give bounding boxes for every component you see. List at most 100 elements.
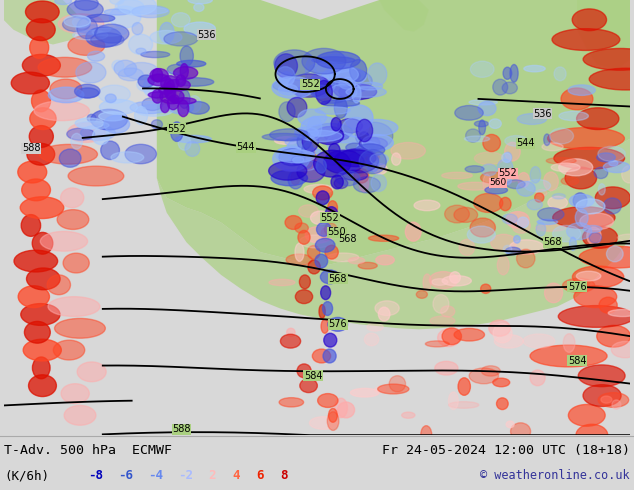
Ellipse shape <box>73 30 108 40</box>
Ellipse shape <box>458 182 492 190</box>
Ellipse shape <box>304 84 332 94</box>
Ellipse shape <box>362 135 393 151</box>
Ellipse shape <box>405 222 421 241</box>
Ellipse shape <box>316 191 329 205</box>
Ellipse shape <box>321 286 331 300</box>
Ellipse shape <box>171 13 190 27</box>
Ellipse shape <box>454 207 477 222</box>
Ellipse shape <box>75 118 104 128</box>
Ellipse shape <box>337 402 354 418</box>
Text: 568: 568 <box>338 234 356 245</box>
Ellipse shape <box>323 150 364 174</box>
Ellipse shape <box>554 147 624 169</box>
Ellipse shape <box>498 159 513 174</box>
Ellipse shape <box>269 279 295 286</box>
Ellipse shape <box>279 398 304 407</box>
Ellipse shape <box>583 226 618 248</box>
Ellipse shape <box>391 143 425 159</box>
Ellipse shape <box>354 169 369 183</box>
Ellipse shape <box>459 239 475 255</box>
Ellipse shape <box>304 148 316 167</box>
Ellipse shape <box>359 174 368 192</box>
Ellipse shape <box>194 3 204 11</box>
Ellipse shape <box>304 156 314 170</box>
Ellipse shape <box>272 76 314 98</box>
Ellipse shape <box>149 77 178 93</box>
Ellipse shape <box>297 364 311 378</box>
Ellipse shape <box>325 133 349 141</box>
Text: 6: 6 <box>256 469 264 482</box>
Ellipse shape <box>77 122 109 129</box>
Ellipse shape <box>327 66 358 83</box>
Ellipse shape <box>474 194 503 213</box>
Text: 8: 8 <box>280 469 287 482</box>
Ellipse shape <box>483 134 500 151</box>
Ellipse shape <box>91 109 127 130</box>
Ellipse shape <box>489 320 510 336</box>
Ellipse shape <box>464 136 489 142</box>
Ellipse shape <box>55 318 105 338</box>
Ellipse shape <box>474 152 504 165</box>
Polygon shape <box>379 0 429 32</box>
Ellipse shape <box>306 59 315 85</box>
Ellipse shape <box>368 235 399 242</box>
Ellipse shape <box>342 118 369 137</box>
Ellipse shape <box>274 50 315 76</box>
Ellipse shape <box>75 25 111 33</box>
Ellipse shape <box>328 318 347 331</box>
Ellipse shape <box>534 193 544 202</box>
Ellipse shape <box>275 137 298 145</box>
Ellipse shape <box>316 222 331 236</box>
Ellipse shape <box>297 161 325 182</box>
Ellipse shape <box>104 9 131 15</box>
Ellipse shape <box>367 155 379 172</box>
Ellipse shape <box>435 361 458 375</box>
Ellipse shape <box>305 226 332 243</box>
Ellipse shape <box>587 227 601 245</box>
Ellipse shape <box>543 172 559 191</box>
Ellipse shape <box>160 23 174 43</box>
Ellipse shape <box>389 376 406 392</box>
Ellipse shape <box>316 80 332 104</box>
Ellipse shape <box>537 220 558 224</box>
Ellipse shape <box>313 186 333 200</box>
Ellipse shape <box>437 329 460 346</box>
Ellipse shape <box>269 162 307 180</box>
Ellipse shape <box>152 120 162 129</box>
Text: 544: 544 <box>517 138 535 148</box>
Ellipse shape <box>353 177 380 193</box>
Ellipse shape <box>57 210 89 229</box>
Text: 576: 576 <box>328 319 347 329</box>
Ellipse shape <box>315 126 344 145</box>
Ellipse shape <box>368 138 380 148</box>
Ellipse shape <box>319 305 325 318</box>
Ellipse shape <box>71 133 82 149</box>
Ellipse shape <box>373 164 387 174</box>
Ellipse shape <box>333 96 357 107</box>
Ellipse shape <box>551 163 580 172</box>
Ellipse shape <box>176 75 186 86</box>
Ellipse shape <box>178 136 191 150</box>
Ellipse shape <box>493 324 512 343</box>
Ellipse shape <box>449 402 479 408</box>
Ellipse shape <box>99 112 126 121</box>
Ellipse shape <box>329 68 360 83</box>
Ellipse shape <box>180 64 188 78</box>
Ellipse shape <box>77 362 106 382</box>
Ellipse shape <box>299 235 333 248</box>
Ellipse shape <box>350 59 366 81</box>
Ellipse shape <box>346 87 386 98</box>
Ellipse shape <box>552 194 566 199</box>
Ellipse shape <box>594 167 608 178</box>
Text: 584: 584 <box>568 356 586 366</box>
Ellipse shape <box>576 199 605 214</box>
Ellipse shape <box>125 145 157 164</box>
Text: T-Adv. 500 hPa  ECMWF: T-Adv. 500 hPa ECMWF <box>4 444 172 457</box>
Ellipse shape <box>321 54 351 69</box>
Ellipse shape <box>48 87 84 103</box>
Ellipse shape <box>432 279 448 285</box>
Ellipse shape <box>167 64 187 74</box>
Ellipse shape <box>503 152 512 163</box>
Ellipse shape <box>320 270 339 284</box>
Ellipse shape <box>287 138 314 163</box>
